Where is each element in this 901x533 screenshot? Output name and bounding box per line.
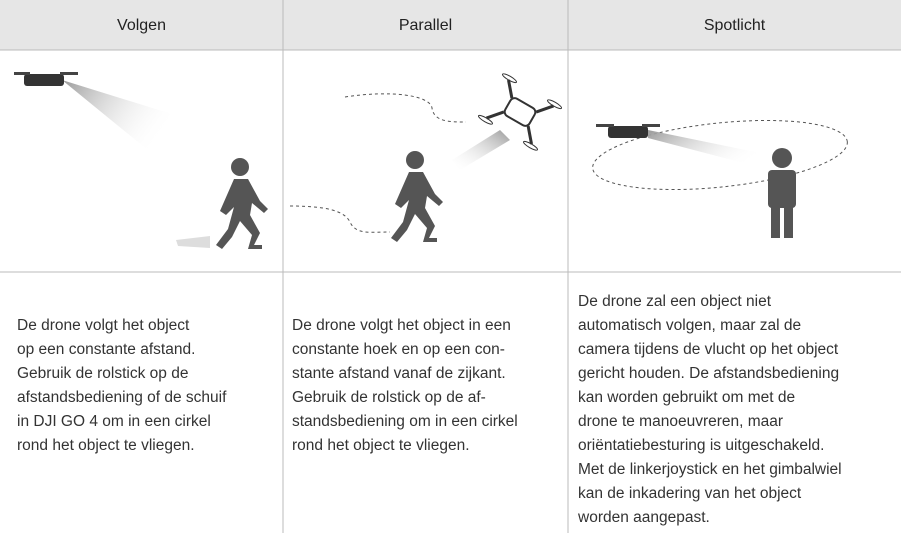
person-icon — [768, 148, 796, 238]
description-line: in DJI GO 4 om in een cirkel — [17, 413, 211, 430]
description-line: De drone zal een object niet — [578, 293, 772, 310]
drone-icon — [14, 72, 78, 86]
description-line: constante hoek en op een con- — [292, 341, 505, 358]
shadow — [176, 236, 210, 248]
description-line: Met de linkerjoystick en het gimbalwiel — [578, 461, 842, 478]
description-line: drone te manoeuvreren, maar — [578, 413, 784, 430]
description-line: automatisch volgen, maar zal de — [578, 317, 802, 334]
description-line: op een constante afstand. — [17, 341, 196, 358]
column-header: Parallel — [398, 17, 453, 34]
camera-beam — [452, 130, 510, 170]
column-header: Spotlicht — [703, 17, 766, 34]
header-background — [0, 0, 901, 50]
camera-beam — [62, 80, 175, 160]
description-line: rond het object te vliegen. — [292, 437, 470, 454]
description-line: worden aangepast. — [578, 509, 710, 526]
description-line: afstandsbediening of de schuif — [17, 389, 227, 406]
flight-path — [344, 93, 467, 123]
description-line: gericht houden. De afstandsbediening — [578, 365, 840, 382]
flight-path — [289, 205, 391, 233]
camera-beam — [648, 130, 770, 170]
description-line: Gebruik de rolstick op de — [17, 365, 189, 382]
column-header: Volgen — [117, 17, 166, 34]
person-icon — [216, 158, 268, 249]
description-line: stante afstand vanaf de zijkant. — [292, 365, 506, 382]
description-line: De drone volgt het object — [17, 317, 190, 334]
description-line: kan de inkadering van het object — [578, 485, 802, 502]
orbit-path — [592, 119, 848, 191]
description-line: oriëntatiebesturing is uitgeschakeld. — [578, 437, 825, 454]
drone-icon — [477, 73, 563, 151]
person-icon — [391, 151, 443, 242]
drone-icon — [596, 124, 660, 138]
description-line: De drone volgt het object in een — [292, 317, 511, 334]
description-line: kan worden gebruikt om met de — [578, 389, 796, 406]
description-line: rond het object te vliegen. — [17, 437, 195, 454]
description-line: Gebruik de rolstick op de af- — [292, 389, 486, 406]
description-line: standsbediening om in een cirkel — [292, 413, 518, 430]
description-line: camera tijdens de vlucht op het object — [578, 341, 839, 358]
